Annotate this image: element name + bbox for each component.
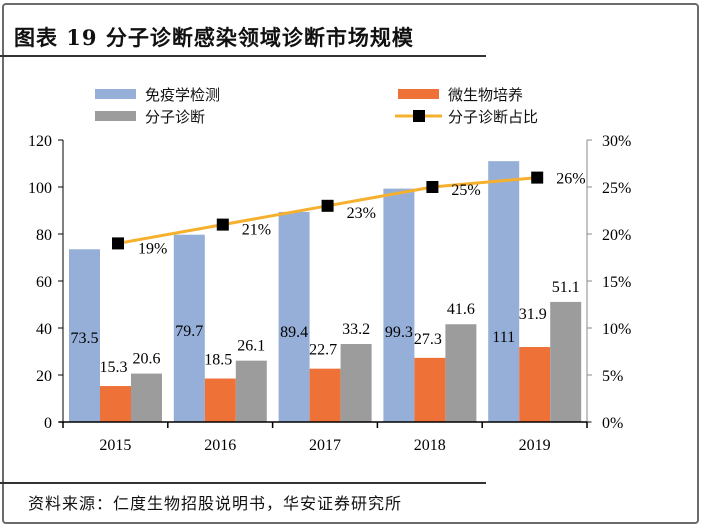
bar-label: 18.5 [204,352,232,369]
right-tick-label: 25% [602,180,631,197]
legend-label: 微生物培养 [448,86,523,104]
bar-0-2016 [173,234,205,422]
bar-label: 73.5 [71,330,99,347]
bar-label: 33.2 [342,321,370,338]
bar-label: 31.9 [519,306,547,323]
bar-0-2015 [69,249,100,422]
bar-1-2019 [519,347,551,422]
right-tick-label: 30% [602,133,631,150]
right-tick-label: 15% [602,274,631,291]
bar-label: 89.4 [280,324,308,341]
bar-label: 41.6 [447,301,475,318]
legend-label: 免疫学检测 [145,86,220,104]
bar-label: 22.7 [309,342,337,359]
bar-2-2015 [131,373,162,422]
share-marker [216,218,229,231]
bar-label: 15.3 [100,359,128,376]
share-label: 26% [556,171,585,188]
share-marker [426,181,439,193]
left-tick-label: 40 [36,321,52,338]
share-label: 23% [347,205,376,222]
footer-divider [0,482,486,484]
x-tick-label: 2018 [414,437,446,454]
figure-frame [2,3,699,524]
bar-label: 111 [492,329,515,346]
bar-label: 20.6 [133,351,161,368]
left-tick-label: 120 [28,133,52,150]
left-tick-label: 80 [36,227,52,244]
share-marker [531,171,544,184]
bar-2-2016 [235,360,267,422]
bar-1-2018 [414,357,446,422]
bar-label: 27.3 [414,331,442,348]
left-tick-label: 0 [44,415,52,432]
bar-1-2017 [309,368,341,422]
share-label: 19% [138,240,167,257]
source-note: 资料来源：仁度生物招股说明书，华安证券研究所 [28,494,403,513]
figure-title: 图表 19 分子诊断感染领域诊断市场规模 [14,25,414,50]
right-tick-label: 20% [602,227,631,244]
share-label: 25% [451,182,480,199]
bar-0-2018 [383,188,415,422]
x-tick-label: 2019 [519,437,551,454]
share-label: 21% [242,222,271,239]
bar-2-2019 [550,301,582,422]
right-tick-label: 5% [602,368,623,385]
bar-label: 26.1 [237,338,265,355]
title-divider [0,55,486,57]
bar-label: 79.7 [175,323,203,340]
bar-1-2015 [100,386,131,422]
bar-0-2019 [488,161,520,422]
left-tick-label: 60 [36,274,52,291]
left-tick-label: 20 [36,368,52,385]
legend-swatch [95,89,136,99]
legend-label: 分子诊断占比 [448,108,538,126]
share-marker [321,199,334,212]
bar-0-2017 [278,211,310,422]
bar-1-2016 [204,378,236,422]
legend-marker [413,110,425,122]
right-tick-label: 10% [602,321,631,338]
x-tick-label: 2017 [309,437,341,454]
legend-label: 分子诊断 [145,108,205,126]
legend-swatch [398,89,439,99]
bar-label: 99.3 [385,324,413,341]
bar-2-2018 [445,324,477,422]
x-tick-label: 2016 [204,437,236,454]
bar-label: 51.1 [552,279,580,296]
x-tick-label: 2015 [99,437,131,454]
right-tick-label: 0% [602,415,623,432]
left-tick-label: 100 [28,180,52,197]
bar-2-2017 [340,343,372,422]
share-marker [112,237,124,250]
legend-swatch [95,111,136,121]
